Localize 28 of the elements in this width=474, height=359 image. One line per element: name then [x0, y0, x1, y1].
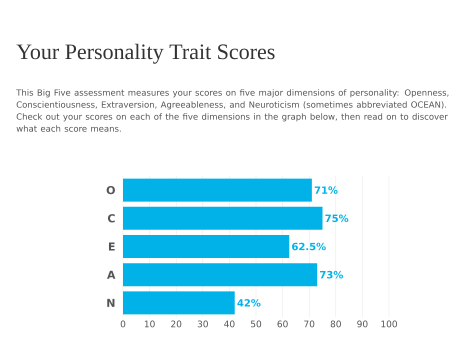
chart-title: Your Personality Trait Scores — [16, 44, 275, 64]
x-tick-label: 0 — [120, 320, 126, 328]
data-label: 42% — [237, 299, 261, 307]
x-tick-label: 30 — [198, 320, 208, 328]
bar — [123, 235, 290, 258]
data-label: 75% — [325, 214, 348, 222]
y-tick-label: A — [107, 270, 116, 279]
data-label: 71% — [314, 186, 338, 194]
x-tick-label: 70 — [304, 320, 314, 328]
bar — [123, 178, 312, 202]
x-tick-label: 20 — [171, 320, 182, 328]
y-tick-label: E — [108, 242, 115, 251]
bar — [123, 263, 318, 286]
y-tick-label: O — [106, 186, 115, 194]
data-label: 62.5% — [292, 242, 326, 250]
chart-subtitle: This Big Five assessment measures your scores on five major dimensions of personality: Openness, Conscientiousness, Extraversion, Agreeableness, and Neuroticism (sometimes abbreviated OCEAN). Check out your scores on each of the five dimensions in the graph below, then read on to discover what each score means. — [16, 89, 448, 132]
x-tick-label: 90 — [357, 320, 368, 328]
bar — [123, 291, 235, 314]
data-label: 73% — [320, 270, 344, 278]
x-tick-label: 100 — [381, 320, 397, 328]
x-tick-label: 40 — [224, 320, 235, 328]
x-tick-label: 60 — [278, 320, 288, 328]
y-tick-label: N — [107, 298, 114, 307]
bar — [123, 206, 322, 230]
y-tick-label: C — [108, 214, 115, 222]
x-tick-label: 50 — [250, 320, 262, 328]
x-tick-label: 10 — [144, 320, 155, 328]
x-tick-label: 80 — [330, 320, 341, 328]
